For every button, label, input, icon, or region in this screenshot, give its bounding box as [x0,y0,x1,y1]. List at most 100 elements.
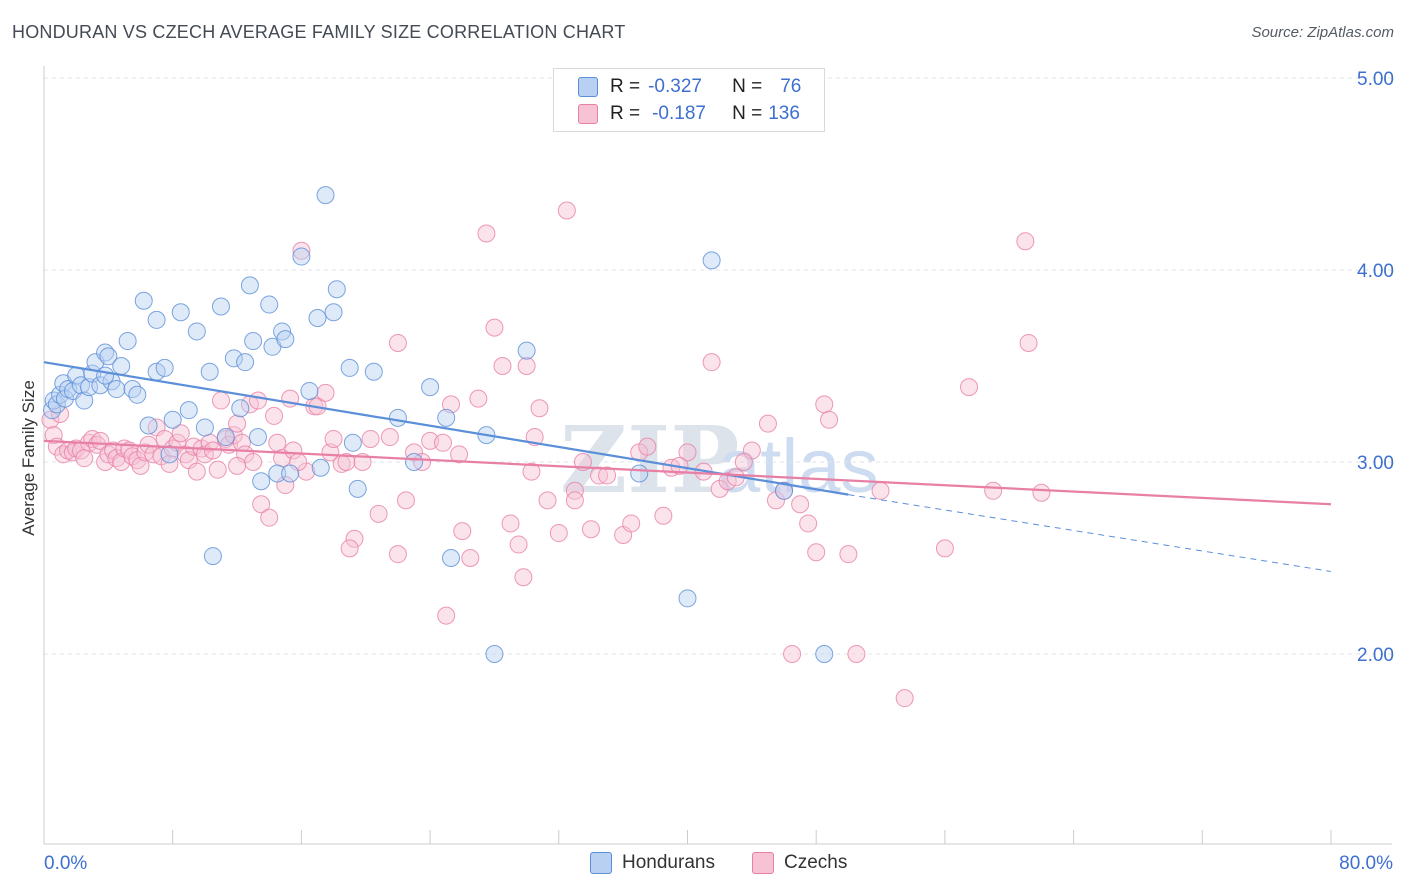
hondurans-point [324,303,343,322]
chart-title: HONDURAN VS CZECH AVERAGE FAMILY SIZE CO… [12,22,626,42]
y-tick-label: 3.00 [1357,453,1394,474]
legend-r-label: R = [610,76,641,97]
czechs-point [758,414,777,433]
hondurans-point [118,332,137,351]
hondurans-point [163,410,182,429]
y-tick-label: 4.00 [1357,261,1394,282]
czechs-point [935,539,954,558]
czechs-point [984,481,1003,500]
y-tick-label: 5.00 [1357,69,1394,90]
czechs-point [361,429,380,448]
czechs-point [228,414,247,433]
hondurans-point [236,353,255,372]
hondurans-point [678,589,697,608]
czechs-point [517,357,536,375]
czechs-point [895,689,914,708]
hondurans-point [147,310,166,329]
x-tick-label: 0.0% [44,853,87,874]
hondurans-point [442,549,461,567]
stats-legend: R = -0.327 N = 76 R = -0.187 N = 136 [553,68,825,132]
hondurans-point [171,303,190,322]
czechs-point [41,410,60,429]
czechs-point [477,224,496,243]
bottom-legend-label-czechs: Czechs [784,852,848,873]
hondurans-point [216,428,235,447]
watermark: ZIP atlas [560,406,879,514]
bottom-legend-hondurans: Hondurans [590,852,715,874]
legend-row-czechs: R = -0.187 N = 136 [578,102,800,126]
czechs-point [337,453,356,471]
hondurans-point [128,385,147,404]
tick-labels: 2.00 3.00 4.00 5.00 0.0% 80.0% [44,69,1394,874]
czechs-point [638,437,657,456]
legend-n-label: N = [732,103,763,124]
hondurans-point [292,247,311,266]
czechs-point [783,645,802,663]
czechs-point [799,514,818,533]
hondurans-point [240,276,259,295]
hondurans-point [211,297,230,316]
hondurans-point [75,391,94,410]
czechs-point [702,353,721,372]
watermark-zip: ZIP [560,406,739,514]
czechs-point [581,520,600,539]
hondurans-point [195,418,214,437]
czechs-point [820,410,839,429]
czechs-point [565,481,584,500]
hondurans-point [517,341,536,360]
czechs-point [345,529,364,548]
hondurans-point [160,445,179,464]
hondurans-trend-extension [848,494,1332,572]
czechs-point [91,431,110,450]
czechs-point [538,491,557,510]
hondurans-point [224,349,243,368]
hondurans-point [80,378,99,397]
hondurans-point [43,401,62,420]
czechs-point [268,433,287,452]
hondurans-point [187,322,206,341]
hondurans-point [179,401,198,420]
czechs-point [839,545,858,564]
legend-r-value: -0.187 [652,103,706,124]
trend-lines [43,361,1332,572]
czechs-point [75,449,94,468]
hondurans-point [155,358,174,377]
czechs-point [171,424,190,443]
czechs-point [461,549,480,567]
hondurans-point [316,186,335,205]
hondurans-point [203,547,222,566]
hondurans-point [775,481,794,500]
czechs-point [131,456,150,475]
legend-n-value: 76 [780,76,802,97]
hondurans-point [252,472,271,491]
y-tick-label: 2.00 [1357,645,1394,666]
legend-swatch-czechs [578,104,598,124]
czechs-point [791,495,810,514]
czechs-point [493,357,512,375]
hondurans-point [308,309,327,327]
czechs-point [380,428,399,447]
czechs-point [340,539,359,558]
czechs-point [871,481,890,500]
czechs-point [187,462,206,481]
legend-n-label: N = [732,76,763,97]
legend-r-value: -0.327 [648,76,702,97]
hondurans-point [134,291,153,310]
hondurans-point [340,358,359,377]
hondurans-point [300,381,319,400]
legend-row-hondurans: R = -0.327 N = 76 [578,75,801,99]
y-axis-label: Average Family Size [19,380,38,536]
bottom-legend-czechs: Czechs [752,852,847,874]
czechs-point [1019,333,1038,352]
hondurans-point [702,251,721,270]
czechs-point [160,454,179,473]
czechs-point [807,543,826,562]
bottom-swatch-hondurans [590,852,612,874]
czechs-point [514,568,533,587]
czechs-point [557,201,576,220]
czechs-point [437,606,456,625]
hondurans-point [231,399,250,418]
czechs-point [678,443,697,462]
czechs-point [244,453,263,471]
